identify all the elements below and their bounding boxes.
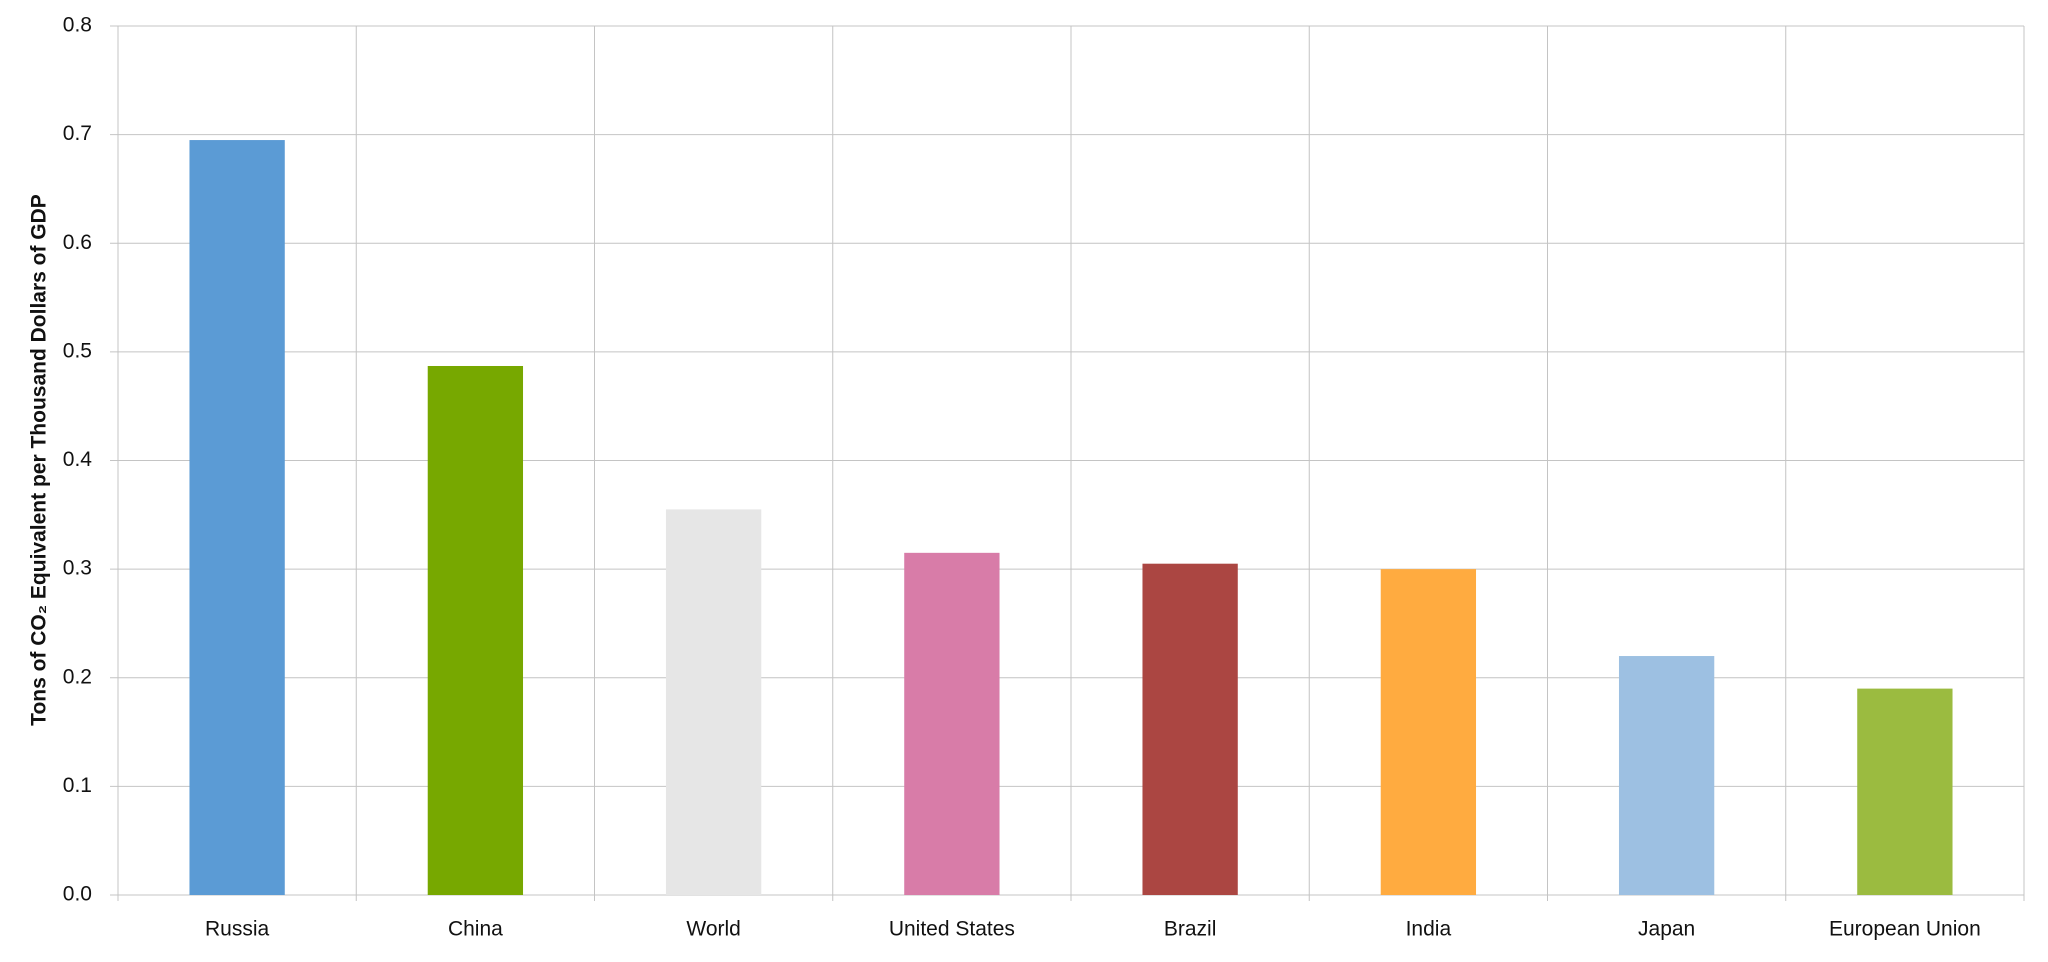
- bar: [1857, 688, 1953, 895]
- bar: [1618, 656, 1715, 895]
- x-tick-label: India: [1406, 918, 1452, 941]
- bar: [904, 552, 1000, 895]
- y-tick-label: 0.2: [63, 665, 92, 688]
- x-tick-label: World: [686, 918, 740, 941]
- y-tick-label: 0.7: [63, 122, 92, 145]
- y-tick-label: 0.6: [63, 231, 92, 254]
- x-tick-label: United States: [889, 918, 1015, 941]
- bar: [665, 509, 762, 895]
- y-axis-title: Tons of CO₂ Equivalent per Thousand Doll…: [28, 194, 51, 726]
- x-tick-label: Brazil: [1164, 918, 1217, 941]
- bar: [189, 140, 285, 895]
- bar: [427, 365, 524, 896]
- y-tick-label: 0.8: [63, 14, 92, 37]
- y-tick-label: 0.1: [63, 774, 92, 797]
- y-tick-label: 0.3: [63, 557, 92, 580]
- bar: [1380, 569, 1477, 895]
- x-tick-label: China: [448, 918, 503, 941]
- y-tick-label: 0.0: [63, 883, 92, 906]
- x-tick-label: European Union: [1829, 918, 1981, 941]
- x-tick-label: Russia: [205, 918, 270, 941]
- y-tick-label: 0.5: [63, 339, 92, 362]
- y-tick-label: 0.4: [63, 448, 93, 471]
- bar: [1142, 563, 1238, 895]
- x-tick-label: Japan: [1638, 918, 1695, 941]
